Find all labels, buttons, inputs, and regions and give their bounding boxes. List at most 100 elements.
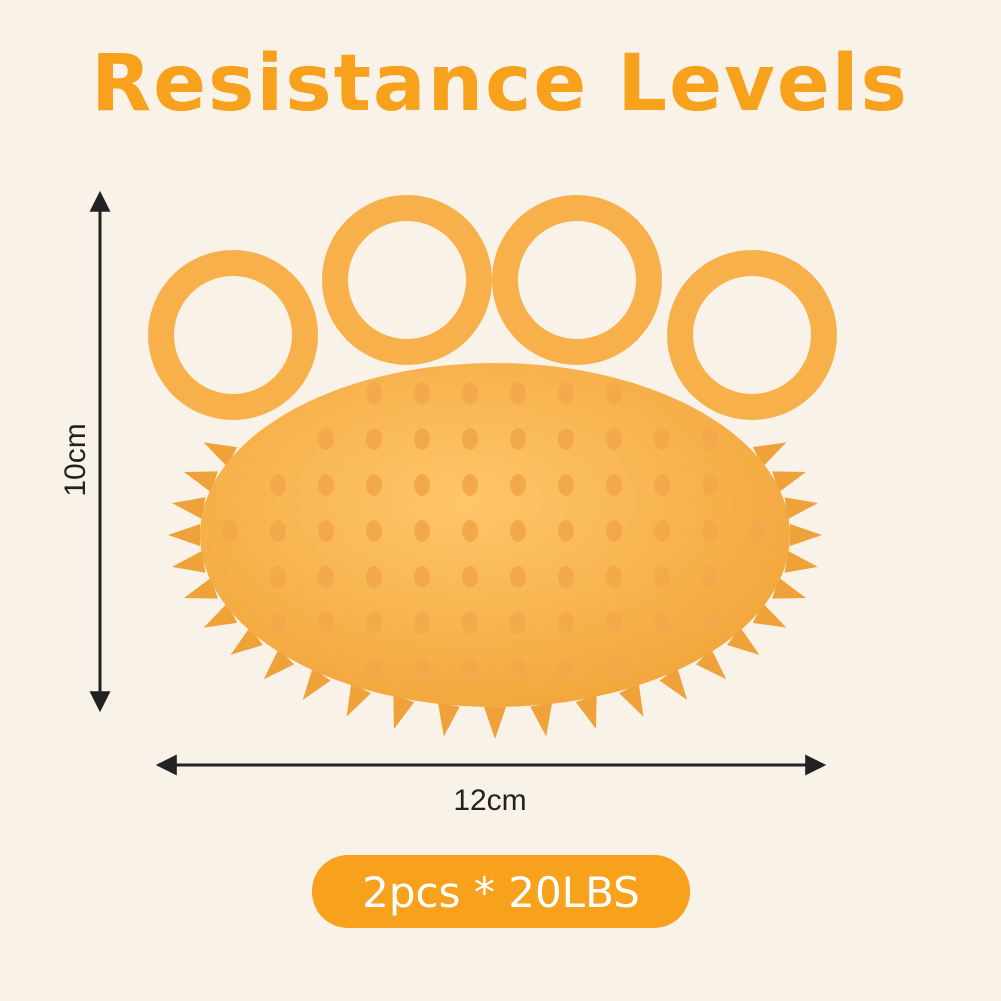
nub <box>558 566 574 588</box>
spike <box>172 497 206 519</box>
nub <box>414 658 430 680</box>
nub <box>702 566 718 588</box>
nub <box>366 658 382 680</box>
width-label: 12cm <box>453 784 526 817</box>
nub <box>510 566 526 588</box>
spike <box>790 524 822 546</box>
nub <box>510 474 526 496</box>
nub <box>606 658 622 680</box>
nub <box>318 428 334 450</box>
ring <box>667 250 837 420</box>
nub <box>414 474 430 496</box>
ball-nubs <box>222 382 766 680</box>
nub <box>366 566 382 588</box>
nub <box>558 520 574 542</box>
nub <box>318 520 334 542</box>
spike <box>659 667 688 701</box>
nub <box>414 566 430 588</box>
nub <box>366 612 382 634</box>
spike <box>752 603 787 628</box>
nub <box>318 474 334 496</box>
nub <box>414 428 430 450</box>
height-label: 10cm <box>59 423 92 496</box>
spike <box>619 683 644 717</box>
nub <box>510 612 526 634</box>
ring <box>322 195 492 365</box>
nub <box>270 520 286 542</box>
spike <box>263 648 295 680</box>
ring <box>492 195 662 365</box>
spike <box>575 695 597 730</box>
nub <box>750 520 766 542</box>
nub <box>702 612 718 634</box>
nub <box>510 658 526 680</box>
nub <box>318 566 334 588</box>
nub <box>606 382 622 404</box>
nub <box>558 428 574 450</box>
nub <box>702 474 718 496</box>
nub <box>270 612 286 634</box>
nub <box>558 658 574 680</box>
nub <box>702 428 718 450</box>
nub <box>270 474 286 496</box>
nub <box>462 612 478 634</box>
spike <box>302 667 331 701</box>
spike <box>784 497 818 519</box>
nub <box>510 520 526 542</box>
nub <box>510 382 526 404</box>
spike <box>484 707 506 739</box>
spikes <box>168 442 822 739</box>
nub <box>222 520 238 542</box>
nub <box>654 474 670 496</box>
nub <box>702 520 718 542</box>
nub <box>654 566 670 588</box>
nub <box>462 382 478 404</box>
spike <box>530 703 553 737</box>
spike <box>168 524 200 546</box>
nub <box>462 658 478 680</box>
nub <box>606 428 622 450</box>
nub <box>366 520 382 542</box>
spike <box>752 442 787 467</box>
title: Resistance Levels <box>91 39 909 129</box>
spike <box>393 695 415 730</box>
spike <box>203 603 238 628</box>
nub <box>558 382 574 404</box>
product-image <box>148 195 837 739</box>
nub <box>654 520 670 542</box>
nub <box>366 474 382 496</box>
ring <box>148 250 318 420</box>
nub <box>654 612 670 634</box>
nub <box>414 382 430 404</box>
nub <box>318 612 334 634</box>
spike <box>772 577 806 599</box>
nub <box>606 474 622 496</box>
nub <box>366 428 382 450</box>
nub <box>462 566 478 588</box>
nub <box>462 520 478 542</box>
spike <box>184 577 218 599</box>
nub <box>606 566 622 588</box>
nub <box>558 612 574 634</box>
spike <box>184 471 218 493</box>
nub <box>510 428 526 450</box>
spike <box>695 648 727 680</box>
nub <box>366 382 382 404</box>
spike <box>172 551 206 573</box>
spiky-ball <box>200 363 790 707</box>
spike <box>784 551 818 573</box>
nub <box>558 474 574 496</box>
nub <box>414 520 430 542</box>
badge <box>312 855 690 928</box>
nub <box>606 520 622 542</box>
nub <box>414 612 430 634</box>
nub <box>606 612 622 634</box>
nub <box>654 428 670 450</box>
nub <box>462 474 478 496</box>
spike <box>437 703 460 737</box>
finger-rings <box>148 195 837 420</box>
spike <box>203 442 238 467</box>
spike <box>346 683 371 717</box>
badge-text: 2pcs * 20LBS <box>362 868 640 917</box>
